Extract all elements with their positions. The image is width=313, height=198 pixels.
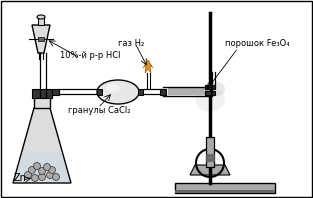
Text: гранулы CaCl₂: гранулы CaCl₂ — [68, 106, 131, 114]
Circle shape — [38, 168, 45, 174]
Ellipse shape — [37, 15, 45, 19]
Polygon shape — [13, 108, 71, 183]
Circle shape — [53, 173, 59, 181]
Circle shape — [24, 171, 32, 179]
Bar — [38, 17, 44, 25]
Bar — [205, 91, 215, 95]
Ellipse shape — [105, 84, 121, 92]
Polygon shape — [15, 153, 69, 181]
Bar — [38, 37, 44, 41]
Bar — [175, 183, 275, 193]
Bar — [138, 89, 143, 95]
Circle shape — [32, 174, 38, 182]
Bar — [32, 89, 52, 98]
Bar — [175, 190, 275, 193]
Bar — [206, 158, 214, 161]
Bar — [205, 85, 215, 89]
Circle shape — [44, 164, 50, 170]
Text: 10%-й р-р HCl: 10%-й р-р HCl — [60, 50, 121, 60]
Bar — [34, 96, 50, 108]
Ellipse shape — [97, 80, 139, 104]
Polygon shape — [190, 165, 230, 175]
Bar — [97, 89, 102, 95]
Circle shape — [47, 171, 54, 179]
Text: порошок Fe₃O₄: порошок Fe₃O₄ — [225, 38, 290, 48]
Text: газ H₂: газ H₂ — [118, 38, 144, 48]
Ellipse shape — [205, 82, 225, 96]
Circle shape — [33, 163, 40, 169]
Bar — [160, 89, 166, 95]
Polygon shape — [143, 60, 153, 73]
Text: Zn: Zn — [13, 173, 26, 183]
Bar — [206, 154, 214, 157]
Bar — [206, 137, 214, 167]
Bar — [168, 88, 210, 95]
Circle shape — [28, 167, 35, 173]
Polygon shape — [32, 25, 50, 53]
Circle shape — [38, 173, 45, 181]
Bar — [52, 89, 59, 95]
Ellipse shape — [195, 87, 225, 111]
Circle shape — [49, 167, 55, 173]
